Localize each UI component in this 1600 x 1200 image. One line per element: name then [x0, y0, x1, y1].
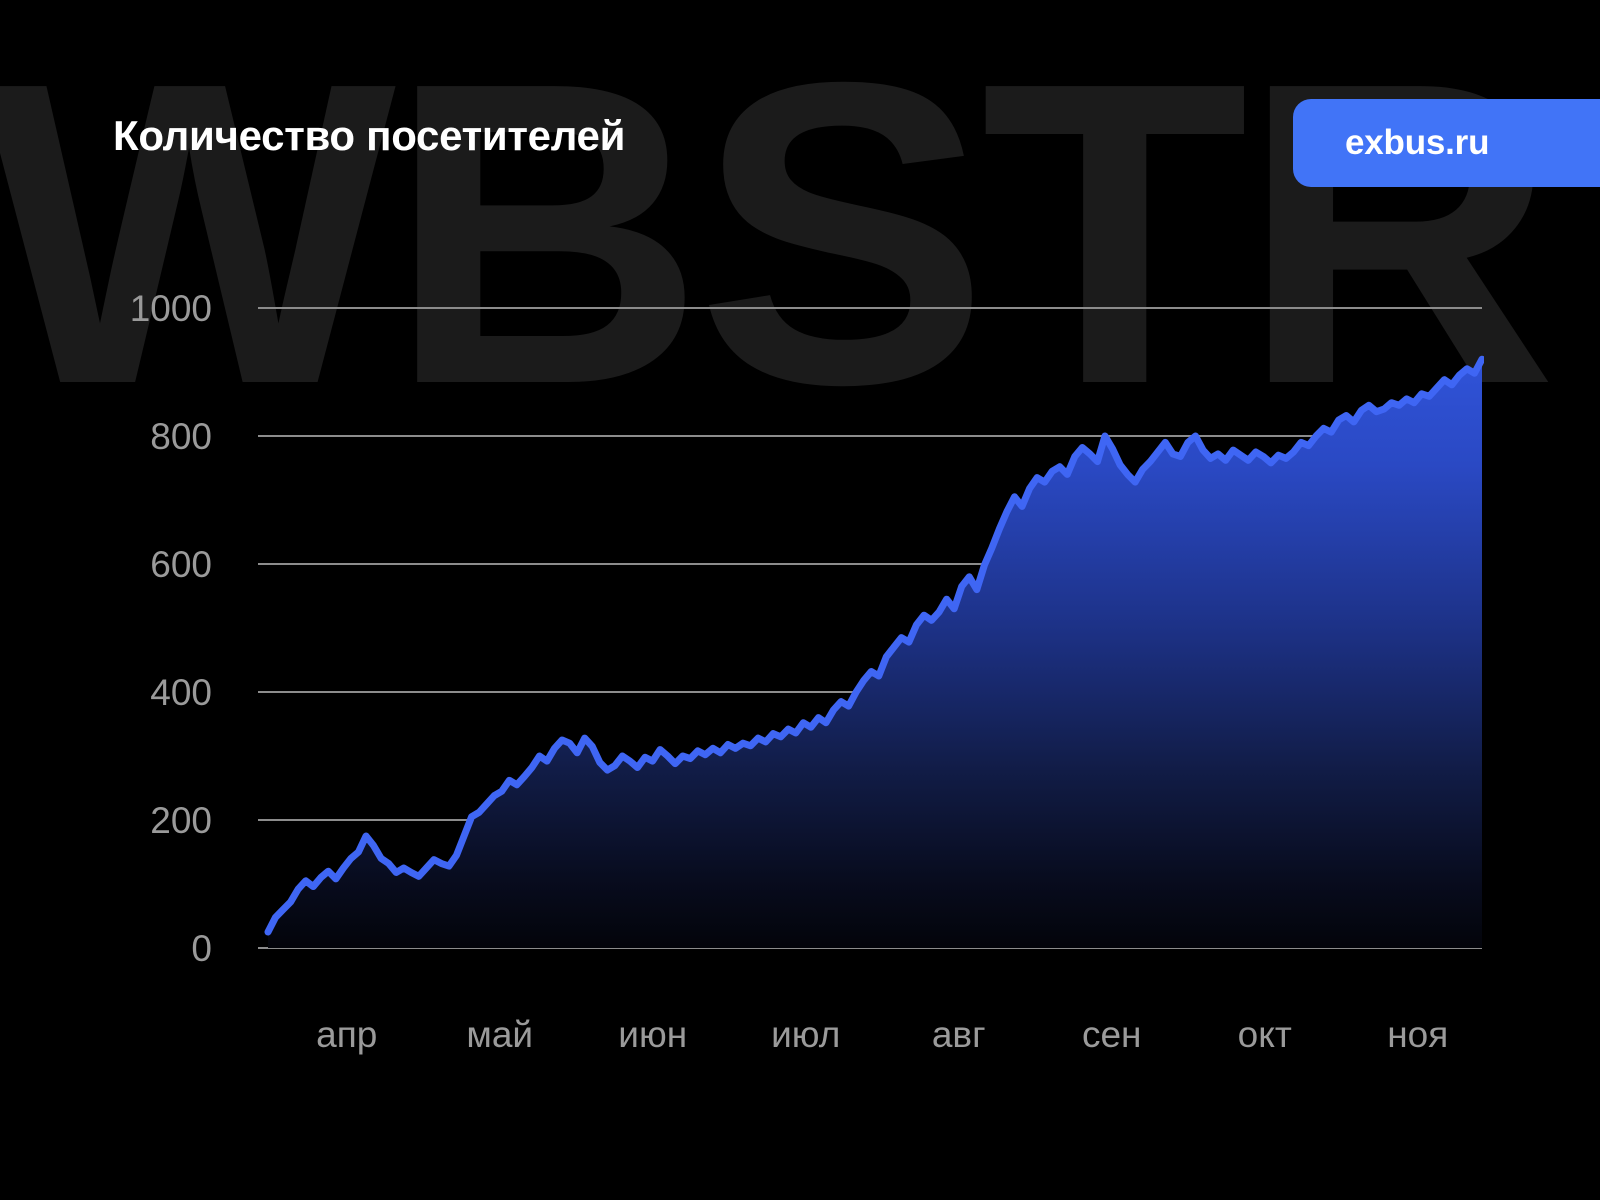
series-line — [264, 355, 1484, 936]
x-axis-tick-label: май — [466, 1014, 533, 1055]
x-axis-tick-label: авг — [932, 1014, 986, 1055]
y-axis-tick-label: 0 — [191, 928, 212, 969]
page-title: Количество посетителей — [113, 112, 626, 159]
x-axis-tick-label: сен — [1082, 1014, 1142, 1055]
x-axis-tick-label: апр — [316, 1014, 377, 1055]
y-axis-tick-label: 1000 — [130, 288, 212, 329]
y-axis-tick-labels: 0 200 400 600 800 1000 — [130, 288, 212, 969]
site-badge-label: exbus.ru — [1345, 123, 1490, 162]
y-axis-tick-label: 200 — [150, 800, 212, 841]
site-badge[interactable]: exbus.ru — [1293, 99, 1600, 187]
y-axis-tick-label: 600 — [150, 544, 212, 585]
y-axis-tick-label: 800 — [150, 416, 212, 457]
series-area-fill — [268, 359, 1482, 948]
x-axis-tick-label: окт — [1238, 1014, 1292, 1055]
x-axis-tick-label: июл — [771, 1014, 840, 1055]
x-axis-tick-labels: апр май июн июл авг сен окт ноя — [316, 1014, 1448, 1055]
x-axis-tick-label: ноя — [1387, 1014, 1448, 1055]
x-axis-tick-label: июн — [618, 1014, 687, 1055]
y-axis-tick-label: 400 — [150, 672, 212, 713]
